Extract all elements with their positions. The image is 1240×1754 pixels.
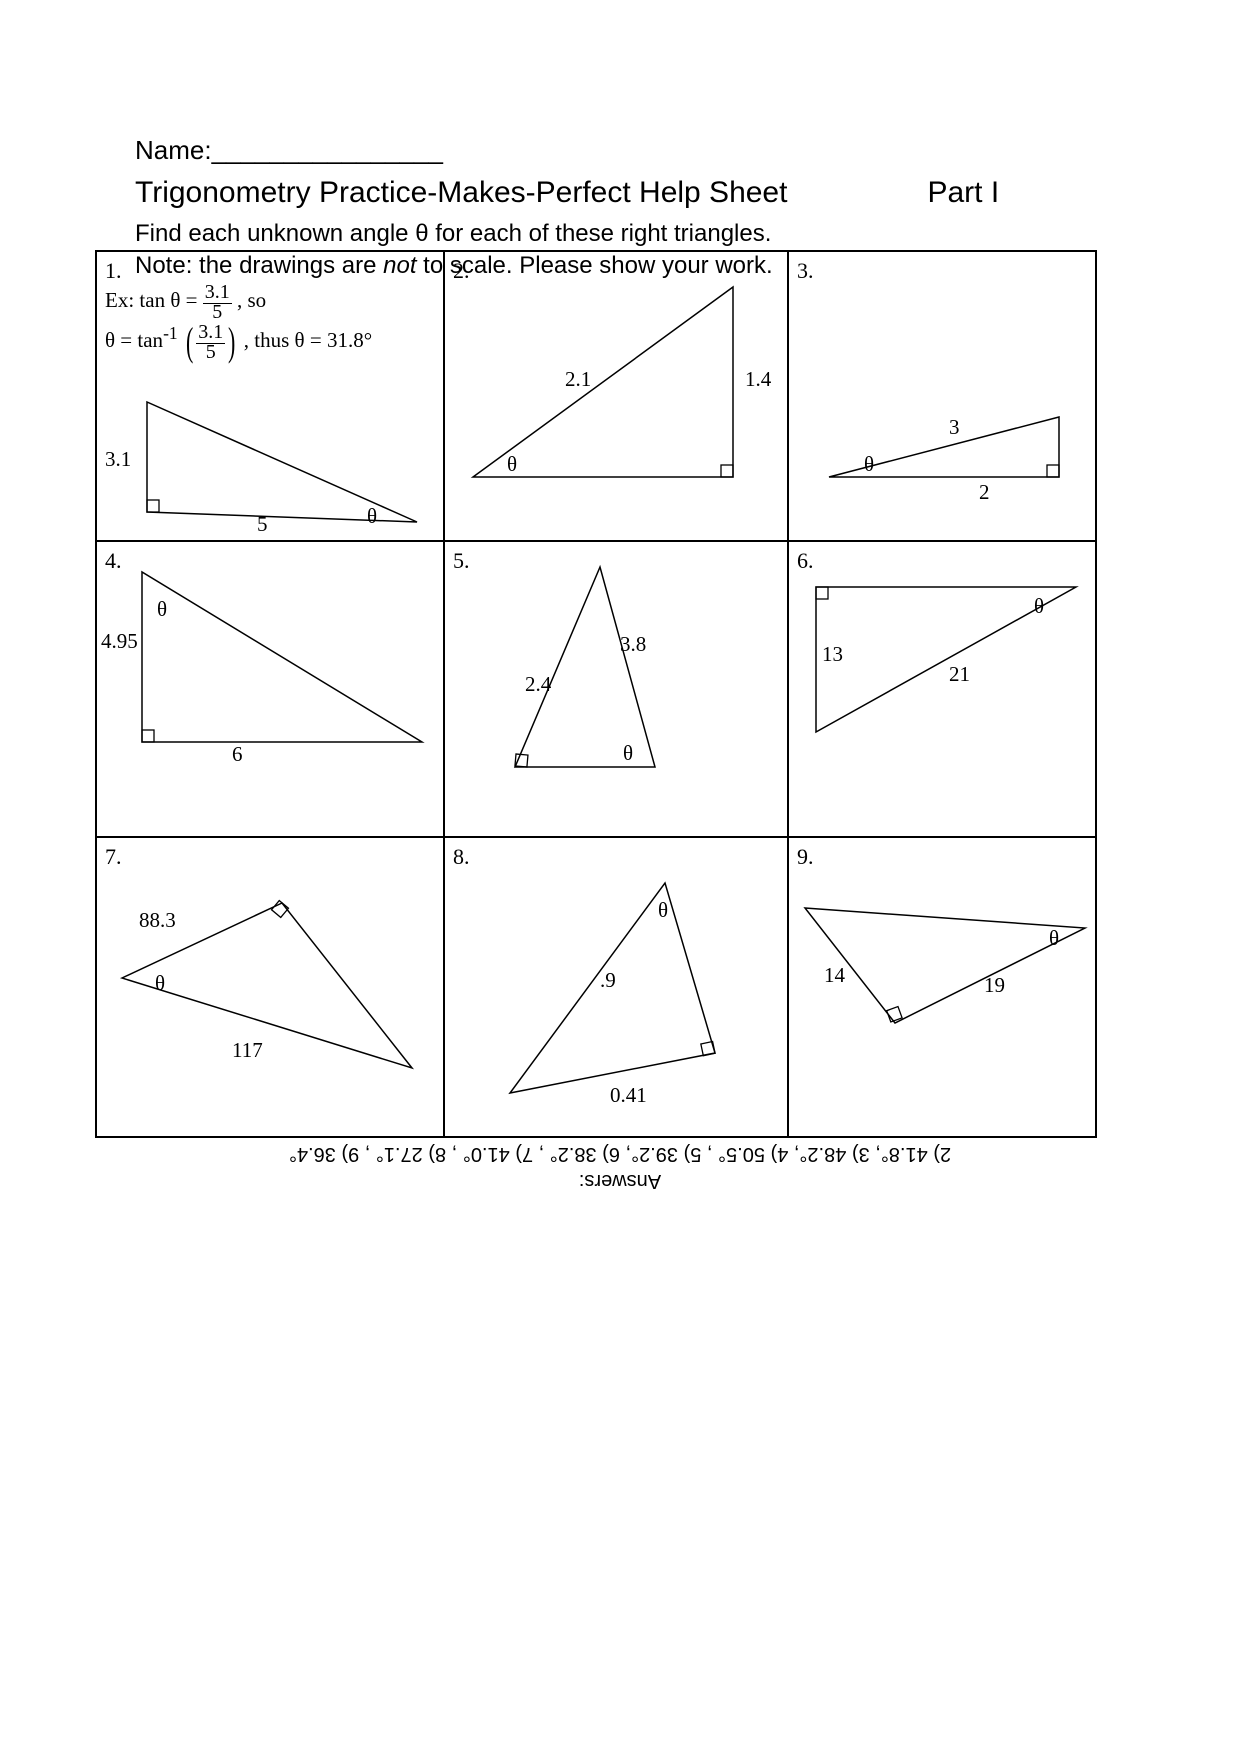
grid-row-2: 4. θ 4.95 6 5. 2.4 3.8 θ bbox=[96, 541, 1096, 837]
name-field-label: Name:________________ bbox=[135, 135, 1105, 166]
problem-number: 9. bbox=[797, 844, 814, 870]
worksheet-part: Part I bbox=[927, 176, 999, 210]
theta-label: θ bbox=[367, 504, 377, 529]
problem-number: 3. bbox=[797, 258, 814, 284]
side-label: .9 bbox=[600, 968, 616, 993]
side-label: 117 bbox=[232, 1038, 263, 1063]
side-label: 6 bbox=[232, 742, 243, 767]
side-label: 2 bbox=[979, 480, 990, 505]
triangle-4 bbox=[132, 562, 432, 762]
example-work: Ex: tan θ = 3.15 , so θ = tan-1 (3.15) ,… bbox=[105, 282, 372, 362]
triangle-1 bbox=[127, 392, 427, 532]
problem-grid: 1. Ex: tan θ = 3.15 , so θ = tan-1 (3.15… bbox=[95, 250, 1097, 1138]
theta-label: θ bbox=[864, 452, 874, 477]
grid-row-1: 1. Ex: tan θ = 3.15 , so θ = tan-1 (3.15… bbox=[96, 251, 1096, 541]
cell-2: 2. 2.1 1.4 θ bbox=[444, 251, 788, 541]
cell-4: 4. θ 4.95 6 bbox=[96, 541, 444, 837]
problem-number: 7. bbox=[105, 844, 122, 870]
theta-label: θ bbox=[1049, 926, 1059, 951]
answer-key: Answers: 2) 41.8°, 3) 48.2°, 4) 50.5° , … bbox=[0, 1140, 1240, 1194]
cell-3: 3. 3 2 θ bbox=[788, 251, 1096, 541]
side-label: 2.4 bbox=[525, 672, 551, 697]
theta-label: θ bbox=[157, 597, 167, 622]
problem-number: 8. bbox=[453, 844, 470, 870]
cell-6: 6. θ 13 21 bbox=[788, 541, 1096, 837]
cell-7: 7. 88.3 θ 117 bbox=[96, 837, 444, 1137]
theta-label: θ bbox=[1034, 594, 1044, 619]
side-label: 88.3 bbox=[139, 908, 176, 933]
side-label: 19 bbox=[984, 973, 1005, 998]
worksheet-page: Name:________________ Trigonometry Pract… bbox=[0, 0, 1240, 1754]
triangle-8 bbox=[500, 873, 750, 1103]
side-label: 3.1 bbox=[105, 447, 131, 472]
cell-5: 5. 2.4 3.8 θ bbox=[444, 541, 788, 837]
answers-label: Answers: bbox=[579, 1170, 661, 1192]
answers-text: 2) 41.8°, 3) 48.2°, 4) 50.5° , 5) 39.2°,… bbox=[289, 1143, 951, 1165]
grid-row-3: 7. 88.3 θ 117 8. θ .9 0.41 bbox=[96, 837, 1096, 1137]
side-label: 4.95 bbox=[101, 629, 138, 654]
cell-1: 1. Ex: tan θ = 3.15 , so θ = tan-1 (3.15… bbox=[96, 251, 444, 541]
side-label: 5 bbox=[257, 512, 268, 537]
theta-label: θ bbox=[155, 971, 165, 996]
triangle-6 bbox=[801, 567, 1091, 747]
side-label: 2.1 bbox=[565, 367, 591, 392]
problem-number: 4. bbox=[105, 548, 122, 574]
theta-label: θ bbox=[623, 741, 633, 766]
theta-label: θ bbox=[658, 898, 668, 923]
side-label: 13 bbox=[822, 642, 843, 667]
side-label: 3.8 bbox=[620, 632, 646, 657]
instruction-line-1: Find each unknown angle θ for each of th… bbox=[135, 220, 771, 247]
title-row: Trigonometry Practice-Makes-Perfect Help… bbox=[135, 176, 1105, 210]
problem-number: 5. bbox=[453, 548, 470, 574]
triangle-5 bbox=[505, 557, 705, 777]
problem-number: 1. bbox=[105, 258, 122, 284]
cell-9: 9. θ 14 19 bbox=[788, 837, 1096, 1137]
worksheet-title: Trigonometry Practice-Makes-Perfect Help… bbox=[135, 176, 787, 210]
side-label: 3 bbox=[949, 415, 960, 440]
side-label: 14 bbox=[824, 963, 845, 988]
side-label: 1.4 bbox=[745, 367, 771, 392]
side-label: 0.41 bbox=[610, 1083, 647, 1108]
theta-label: θ bbox=[507, 452, 517, 477]
side-label: 21 bbox=[949, 662, 970, 687]
cell-8: 8. θ .9 0.41 bbox=[444, 837, 788, 1137]
